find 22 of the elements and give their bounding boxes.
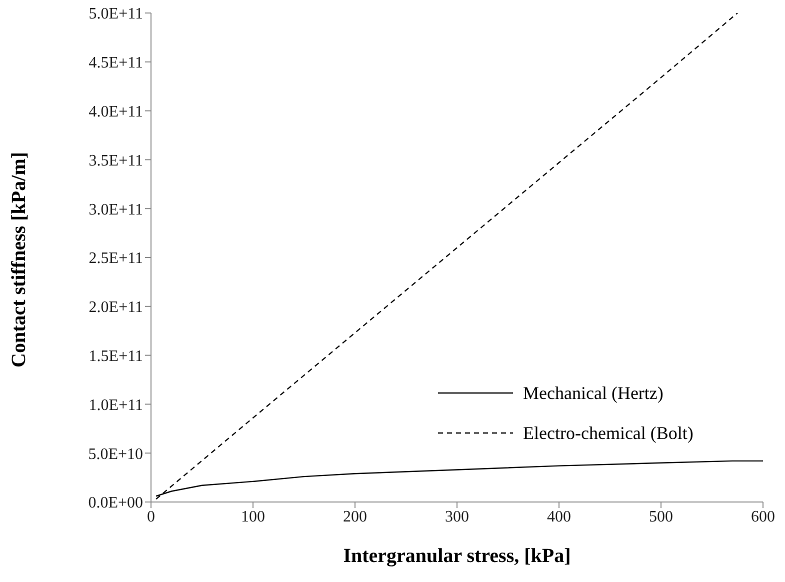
y-tick-label: 5.0E+11 — [88, 6, 143, 23]
x-tick-label: 0 — [147, 508, 155, 526]
y-tick-label: 2.0E+11 — [88, 299, 143, 316]
x-tick-label: 400 — [547, 508, 571, 526]
x-tick-label: 500 — [649, 508, 673, 526]
y-tick-label: 0.0E+00 — [88, 494, 143, 512]
y-axis-title: Contact stiffness [kPa/m] — [8, 152, 30, 368]
x-tick-label: 100 — [241, 508, 265, 526]
y-tick-label: 1.5E+11 — [88, 348, 143, 365]
x-tick-label: 300 — [445, 508, 469, 526]
y-tick-label: 5.0E+10 — [88, 446, 143, 463]
x-tick-label: 200 — [343, 508, 367, 526]
y-tick-label: 2.5E+11 — [88, 250, 143, 268]
legend-label: Electro-chemical (Bolt) — [523, 422, 694, 444]
y-tick-label: 3.5E+11 — [88, 152, 143, 170]
x-axis-title: Intergranular stress, [kPa] — [343, 545, 571, 567]
y-tick-label: 4.0E+11 — [88, 103, 143, 120]
legend-label: Mechanical (Hertz) — [523, 382, 664, 404]
y-tick-label: 3.0E+11 — [88, 201, 143, 218]
y-tick-label: 4.5E+11 — [88, 54, 143, 72]
x-tick-label: 600 — [751, 508, 775, 526]
y-tick-label: 1.0E+11 — [88, 396, 143, 414]
